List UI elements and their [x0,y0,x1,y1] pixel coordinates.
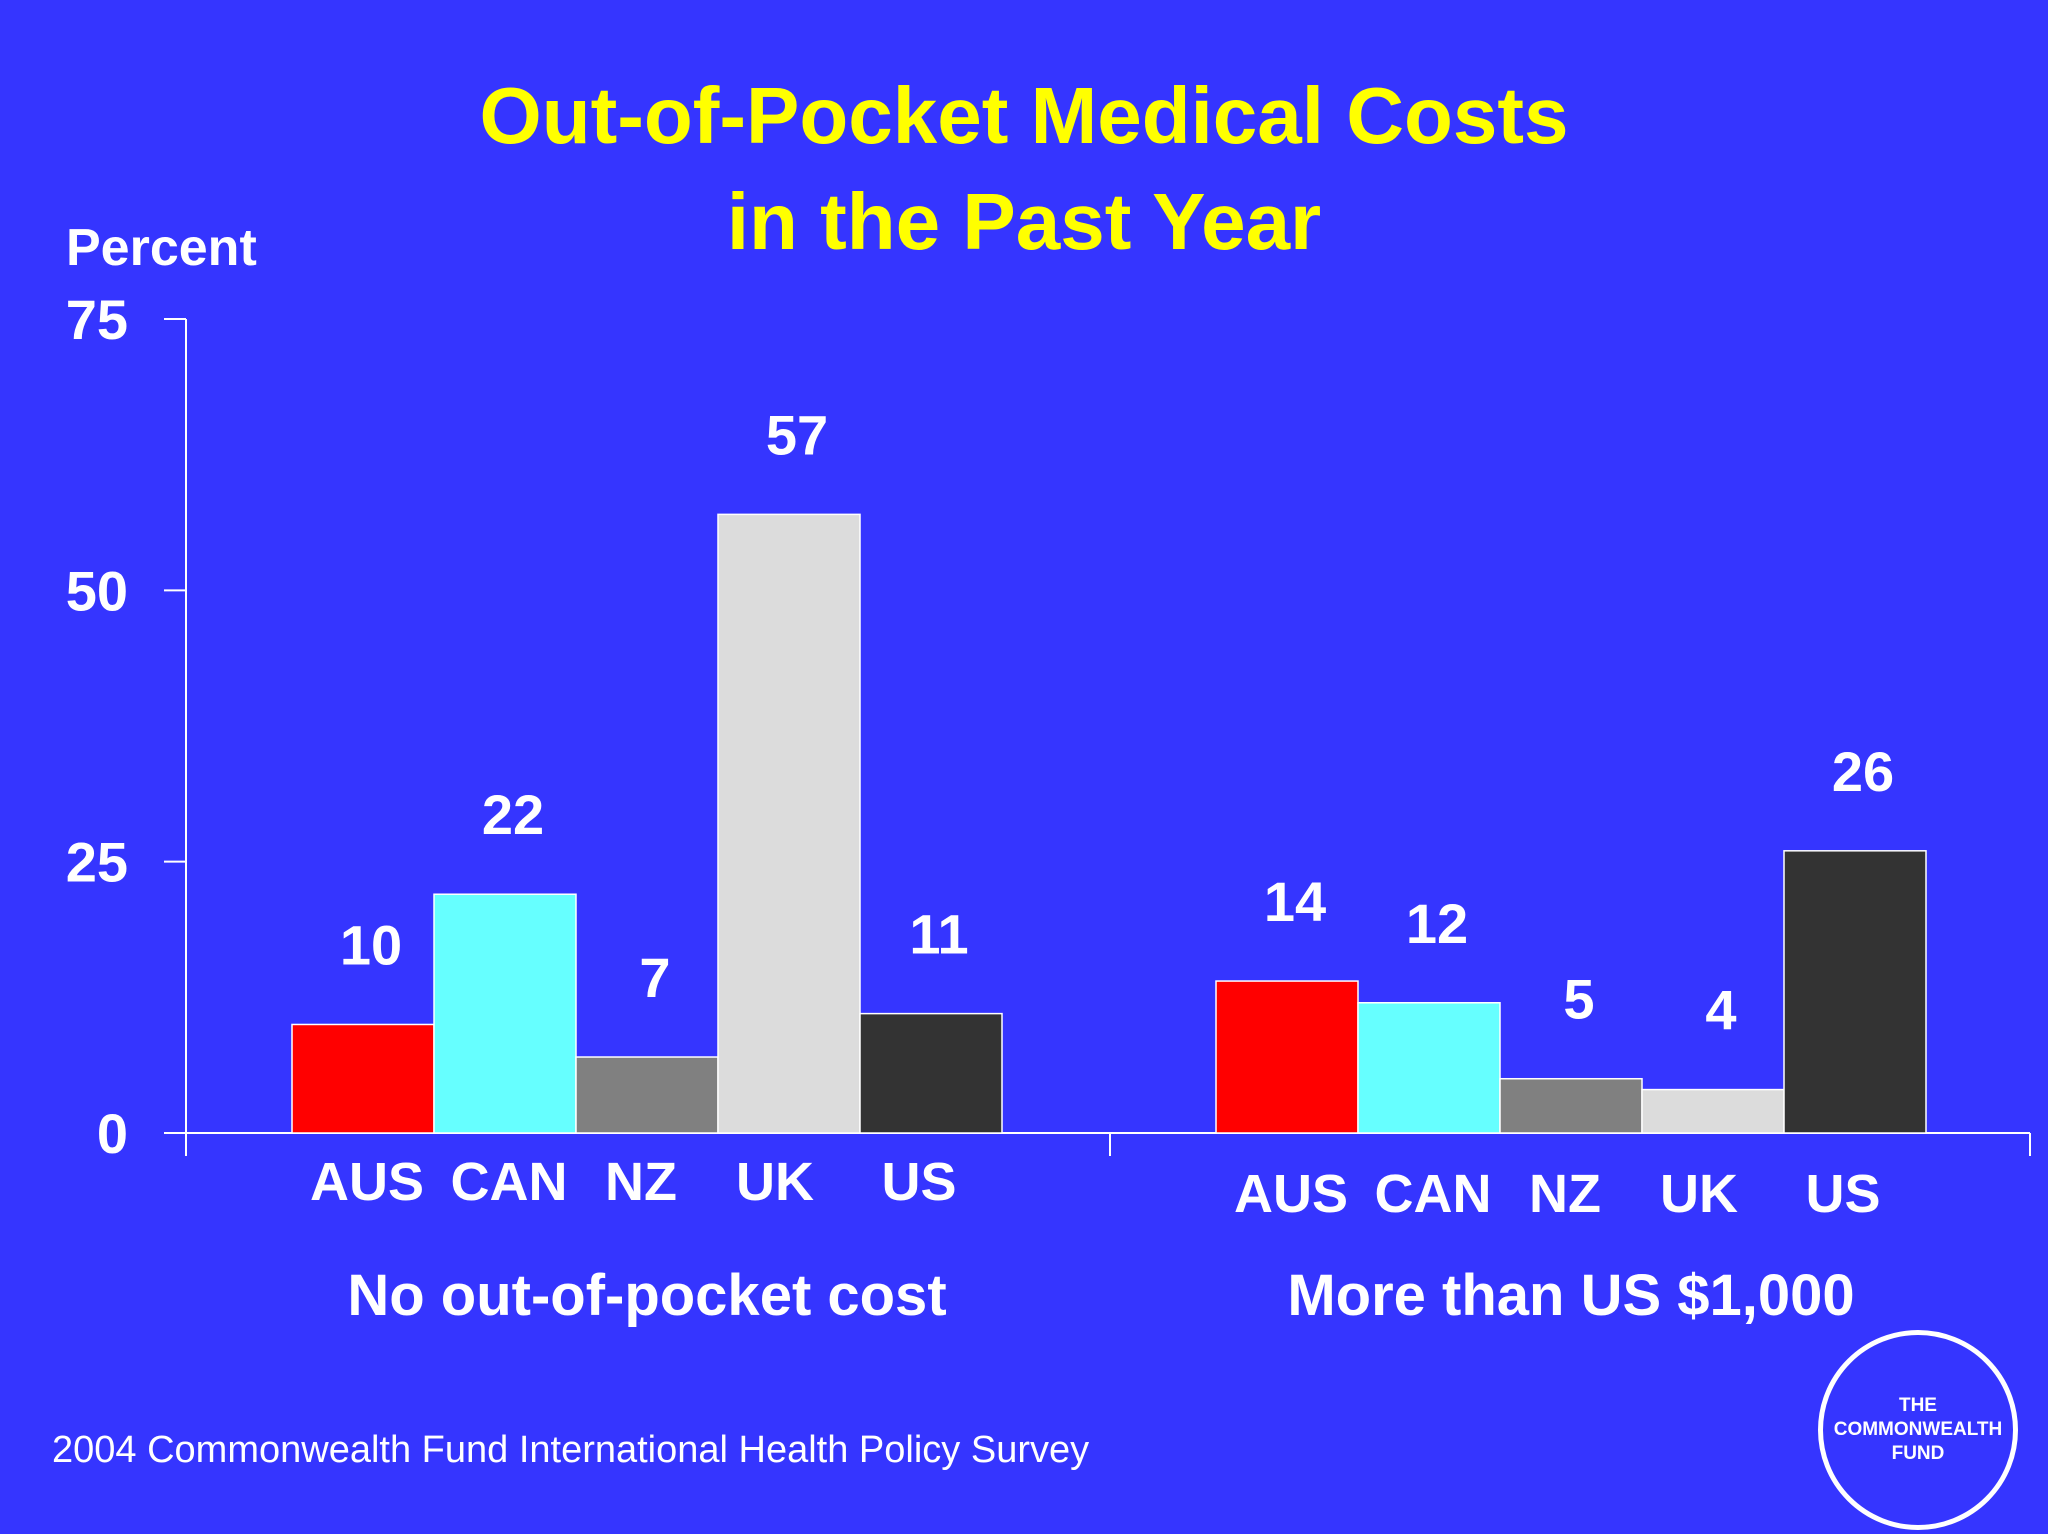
group-label-1: No out-of-pocket cost [347,1263,946,1328]
chart-title-line-1: Out-of-Pocket Medical Costs [479,71,1569,160]
category-label-2-uk: UK [1660,1164,1738,1224]
logo-text: THE COMMONWEALTH FUND [1833,1395,2003,1464]
data-label-2-nz: 5 [1563,968,1594,1031]
data-label-1-aus: 10 [340,913,402,976]
bar-2-uk [1641,1088,1785,1134]
data-label-1-us: 11 [909,903,968,966]
category-label-2-aus: AUS [1234,1164,1348,1224]
bar-1-nz [575,1056,719,1134]
bar-2-aus [1215,980,1359,1134]
bar-1-aus [291,1023,435,1134]
bar-1-uk [717,513,861,1134]
bar-2-us [1783,850,1927,1134]
category-label-2-can: CAN [1375,1164,1492,1224]
y-tick-label-50: 50 [66,559,128,622]
data-label-1-uk: 57 [766,403,828,466]
category-label-1-us: US [881,1152,956,1212]
data-label-2-us: 26 [1832,740,1894,803]
data-label-1-can: 22 [482,783,544,846]
category-label-1-can: CAN [451,1152,568,1212]
category-label-1-nz: NZ [605,1152,677,1212]
bar-1-can [433,893,577,1134]
bar-2-can [1357,1002,1501,1134]
group-label-2: More than US $1,000 [1287,1263,1854,1328]
category-label-1-aus: AUS [310,1152,424,1212]
data-label-2-can: 12 [1406,892,1468,955]
data-label-2-uk: 4 [1705,979,1736,1042]
category-label-2-nz: NZ [1529,1164,1601,1224]
data-label-1-nz: 7 [639,946,670,1009]
y-tick-label-75: 75 [66,288,128,351]
bar-2-nz [1499,1077,1643,1134]
source-footnote: 2004 Commonwealth Fund International Hea… [52,1429,1090,1471]
category-label-2-us: US [1805,1164,1880,1224]
category-label-1-uk: UK [736,1152,814,1212]
chart-title-line-2: in the Past Year [726,177,1322,266]
y-tick-label-25: 25 [66,831,128,894]
data-label-2-aus: 14 [1264,870,1326,933]
commonwealth-fund-logo: THE COMMONWEALTH FUND [1818,1330,2018,1530]
y-axis-label: Percent [66,219,257,277]
y-tick-label-0: 0 [97,1102,128,1165]
bar-1-us [859,1012,1003,1134]
